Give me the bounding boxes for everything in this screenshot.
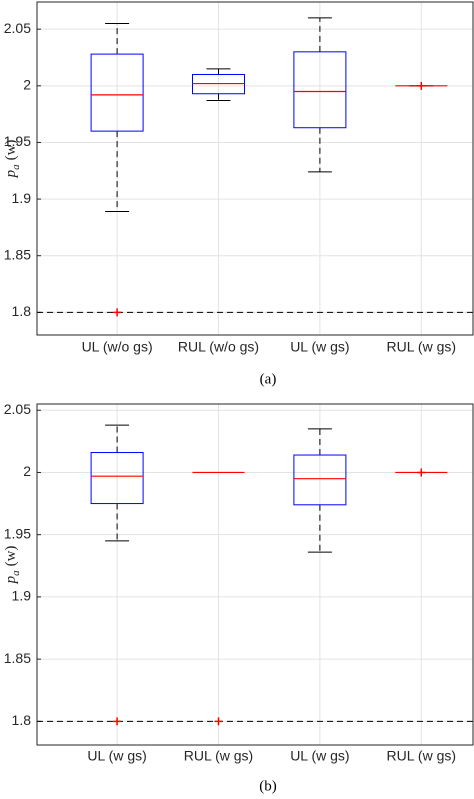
box bbox=[293, 51, 347, 129]
y-axis-label: pa (w) bbox=[3, 546, 21, 585]
plot-area bbox=[37, 404, 473, 745]
y-tick-label: 2 bbox=[23, 463, 31, 479]
axes-frame bbox=[36, 1, 474, 336]
flier bbox=[214, 717, 223, 726]
y-tick-label: 1.85 bbox=[4, 246, 31, 262]
y-tick-label: 2 bbox=[23, 77, 31, 93]
axes-frame bbox=[36, 403, 474, 746]
y-label-unit: (w) bbox=[3, 140, 19, 161]
box bbox=[293, 454, 347, 506]
x-tick-label: RUL (w gs) bbox=[387, 748, 457, 764]
y-label-symbol: p bbox=[3, 575, 19, 584]
flier bbox=[113, 308, 122, 317]
x-tick-label: UL (w/o gs) bbox=[82, 339, 153, 355]
x-tick-label: RUL (w gs) bbox=[387, 339, 457, 355]
x-tick-label: UL (w gs) bbox=[87, 748, 146, 764]
y-label-unit: (w) bbox=[3, 546, 19, 567]
y-tick-label: 1.95 bbox=[4, 133, 31, 149]
x-tick-label: RUL (w/o gs) bbox=[178, 339, 259, 355]
caption: (b) bbox=[259, 778, 277, 794]
y-tick-label: 1.8 bbox=[12, 303, 32, 319]
y-tick-label: 2.05 bbox=[4, 20, 31, 36]
box bbox=[90, 53, 144, 132]
flier bbox=[417, 81, 426, 90]
y-label-symbol: p bbox=[3, 169, 19, 178]
y-label-subscript: a bbox=[10, 570, 22, 576]
y-tick-label: 2.05 bbox=[4, 401, 31, 417]
y-tick-label: 1.9 bbox=[12, 190, 32, 206]
x-tick-label: RUL (w gs) bbox=[184, 748, 254, 764]
x-tick-label: UL (w gs) bbox=[290, 339, 349, 355]
flier bbox=[113, 717, 122, 726]
plot-area bbox=[37, 2, 473, 335]
y-label-subscript: a bbox=[10, 164, 22, 170]
y-axis-label: pa (w) bbox=[3, 140, 21, 179]
caption: (a) bbox=[260, 371, 277, 387]
flier bbox=[417, 468, 426, 477]
y-tick-label: 1.8 bbox=[12, 712, 32, 728]
box bbox=[90, 452, 144, 505]
x-tick-label: UL (w gs) bbox=[290, 748, 349, 764]
y-tick-label: 1.85 bbox=[4, 650, 31, 666]
y-tick-label: 1.95 bbox=[4, 525, 31, 541]
y-tick-label: 1.9 bbox=[12, 588, 32, 604]
